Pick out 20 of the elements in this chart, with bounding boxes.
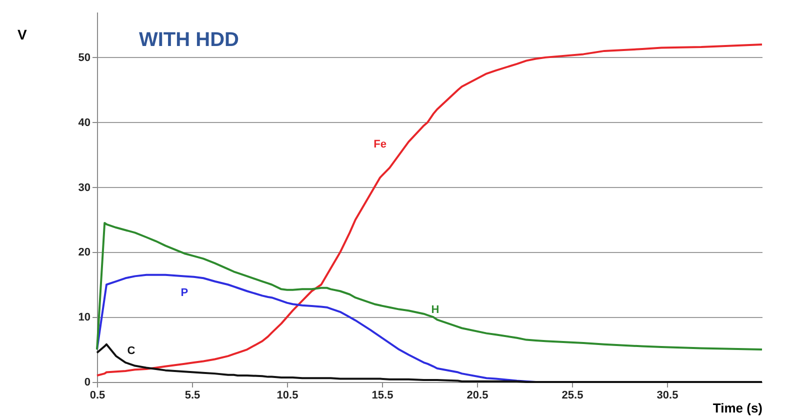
y-tick-label: 30: [78, 182, 90, 194]
y-axis-title: V: [18, 26, 28, 42]
x-tick-label: 0.5: [90, 390, 106, 402]
x-tick-label: 10.5: [276, 390, 298, 402]
series-label: C: [127, 344, 136, 357]
x-axis-title: Time (s): [712, 400, 762, 416]
series-label: P: [180, 287, 188, 300]
x-tick-label: 15.5: [372, 390, 394, 402]
series-label: H: [431, 304, 440, 316]
x-tick-label: 5.5: [184, 390, 200, 402]
y-tick-label: 10: [78, 312, 90, 324]
y-tick-label: 0: [84, 376, 90, 388]
x-tick-label: 20.5: [466, 390, 488, 402]
y-tick-label: 50: [78, 52, 90, 64]
x-tick-label: 30.5: [656, 390, 678, 402]
text: WITH HDD: [139, 29, 239, 51]
series-label: Fe: [374, 138, 387, 150]
x-tick-label: 25.5: [562, 390, 584, 402]
y-tick-label: 20: [78, 246, 90, 259]
y-tick-label: 40: [78, 116, 90, 129]
